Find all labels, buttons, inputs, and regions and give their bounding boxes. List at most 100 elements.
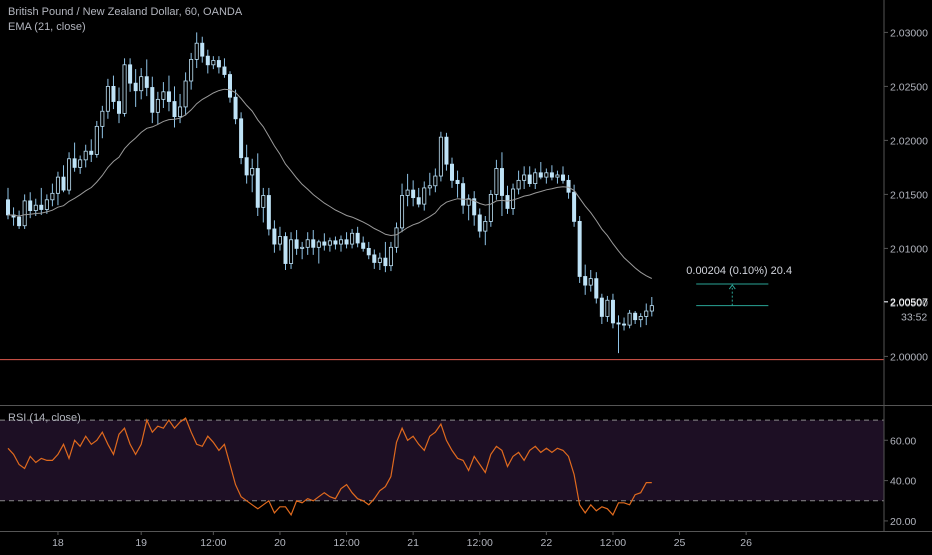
candle-down [239, 118, 244, 159]
price-tick-label: 2.01000 [890, 243, 928, 255]
candle-down [333, 240, 338, 245]
candle-down [355, 232, 360, 244]
candle-down [566, 179, 571, 193]
candle-up [305, 239, 310, 248]
time-tick-label: 21 [407, 537, 419, 549]
measure-tool[interactable]: 0.00204 (0.10%) 20.4 [686, 265, 792, 307]
measure-arrow-head [728, 284, 736, 290]
time-tick-label: 12:00 [200, 537, 226, 549]
candle-down [594, 278, 599, 299]
time-tick-label: 12:00 [467, 537, 493, 549]
rsi-tick-label: 20.00 [890, 516, 916, 528]
candle-down [455, 179, 460, 185]
candle-up [300, 246, 305, 249]
candle-down [72, 158, 77, 168]
candle-up [533, 172, 538, 185]
chart-title: British Pound / New Zealand Dollar, 60, … [8, 6, 243, 18]
candle-down [166, 91, 171, 102]
candle-down [372, 254, 377, 263]
candle-up [139, 76, 144, 92]
candle-down [272, 228, 277, 245]
candle-down [128, 64, 133, 84]
candle-up [122, 64, 127, 114]
candle-down [255, 168, 260, 208]
ema-path [7, 88, 653, 279]
candle-down [361, 242, 366, 249]
candle-up [400, 195, 405, 229]
candle-up [483, 220, 488, 232]
candle-up [588, 278, 593, 286]
candle-up [494, 168, 499, 195]
candle-up [438, 136, 443, 177]
price-tick-label: 2.02500 [890, 81, 928, 93]
candle-down [117, 101, 122, 114]
candle-down [461, 183, 466, 206]
candle-down [205, 55, 210, 66]
candle-up [350, 232, 355, 245]
candle-down [244, 157, 249, 176]
candle-down [322, 241, 327, 246]
candle-up [555, 174, 560, 178]
candle-down [633, 312, 638, 321]
candle-up [377, 257, 382, 263]
candle-down [311, 239, 316, 248]
ema-legend: EMA (21, close) [8, 21, 86, 33]
candle-up [67, 158, 72, 191]
time-tick-label: 12:00 [333, 537, 359, 549]
candle-down [61, 176, 66, 191]
candle-up [644, 310, 649, 317]
candle-down [294, 239, 299, 249]
candle-up [405, 189, 410, 196]
candle-down [144, 76, 149, 88]
candle-up [44, 199, 49, 210]
candle-down [150, 87, 155, 113]
candle-up [211, 60, 216, 66]
candle-up [316, 241, 321, 248]
candle-up [277, 236, 282, 245]
candle-up [338, 239, 343, 245]
candle-up [327, 240, 332, 246]
candle-down [416, 197, 421, 205]
candle-up [511, 188, 516, 209]
candle-up [388, 246, 393, 267]
candle-down [505, 195, 510, 209]
candle-down [233, 96, 238, 120]
candle-up [544, 172, 549, 178]
time-tick-label: 20 [274, 537, 286, 549]
time-tick-label: 18 [52, 537, 64, 549]
candle-up [638, 316, 643, 321]
rsi-tick-label: 40.00 [890, 476, 916, 488]
candle-down [6, 199, 11, 216]
measure-label: 0.00204 (0.10%) 20.4 [686, 265, 792, 277]
rsi-legend: RSI (14, close) [8, 412, 81, 424]
candle-down [222, 66, 227, 75]
candle-up [100, 110, 105, 127]
candle-up [422, 187, 427, 205]
candle-countdown: 33:52 [901, 312, 927, 324]
candle-down [200, 42, 205, 57]
candle-down [411, 189, 416, 199]
current-price-label: 2.00507 [890, 297, 928, 309]
candle-up [55, 176, 60, 194]
candle-up [83, 150, 88, 161]
candle-up [94, 125, 99, 155]
price-tick-label: 2.00000 [890, 351, 928, 363]
price-tick-label: 2.00500 [890, 297, 928, 309]
candle-up [50, 192, 55, 201]
rsi-band [0, 419, 884, 502]
candle-up [250, 168, 255, 176]
rsi-tick-label: 60.00 [890, 435, 916, 447]
candle-down [444, 136, 449, 165]
time-tick-label: 12:00 [600, 537, 626, 549]
candle-up [466, 198, 471, 206]
price-tick-label: 2.03000 [890, 27, 928, 39]
candle-down [227, 74, 232, 98]
candle-up [433, 175, 438, 187]
candle-down [549, 172, 554, 178]
rsi-line [7, 417, 652, 517]
candle-down [610, 299, 615, 324]
candle-down [344, 239, 349, 245]
